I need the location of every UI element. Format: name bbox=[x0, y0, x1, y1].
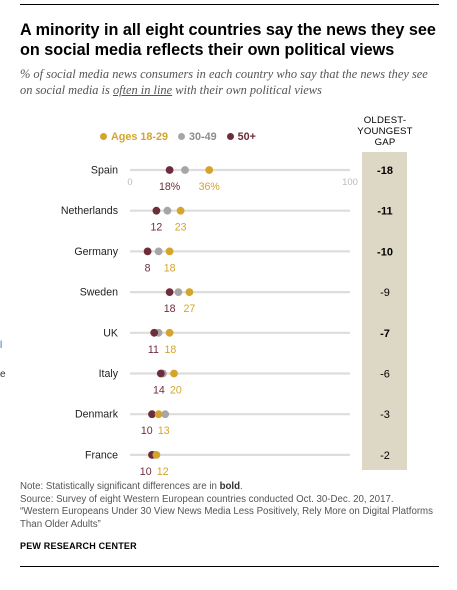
legend-item-50-plus: 50+ bbox=[226, 131, 256, 143]
dot-ages-30-49-netherlands bbox=[163, 206, 172, 215]
dot-ages-50-plus-germany bbox=[143, 247, 152, 256]
value-label-ages-50-plus-netherlands: 12 bbox=[151, 222, 163, 234]
subtitle-underlined-text: often in line bbox=[112, 83, 173, 97]
note-bold-word: bold bbox=[219, 481, 241, 492]
legend-item-30-49: 30-49 bbox=[178, 131, 217, 143]
row-label-spain: Spain bbox=[91, 165, 118, 177]
value-label-ages-18-29-uk: 18 bbox=[165, 344, 177, 356]
gap-value-spain: -18 bbox=[377, 165, 393, 177]
dot-ages-18-29-netherlands bbox=[176, 206, 185, 215]
top-rule bbox=[20, 4, 439, 5]
gap-column-background bbox=[362, 152, 407, 470]
gap-header-line-2: YOUNGEST bbox=[357, 126, 413, 137]
value-label-ages-50-plus-italy: 14 bbox=[153, 385, 165, 397]
dot-ages-30-49-spain bbox=[181, 166, 189, 174]
gap-column-header: OLDEST- YOUNGEST GAP bbox=[355, 115, 415, 148]
dot-ages-18-29-france bbox=[152, 451, 161, 459]
dot-ages-30-49-sweden bbox=[174, 288, 183, 296]
gap-value-italy: -6 bbox=[380, 369, 390, 381]
gap-header-line-1: OLDEST- bbox=[363, 115, 407, 126]
dot-ages-18-29-denmark bbox=[154, 410, 163, 419]
value-label-ages-18-29-netherlands: 23 bbox=[175, 222, 187, 234]
axis-tick-0: 0 bbox=[127, 177, 132, 188]
legend-label-18-29: Ages 18-29 bbox=[111, 131, 169, 143]
legend-dot-18-29 bbox=[100, 133, 107, 140]
value-label-ages-50-plus-germany: 8 bbox=[145, 262, 151, 274]
bottom-rule bbox=[20, 566, 439, 567]
dot-ages-50-plus-italy bbox=[156, 369, 165, 378]
value-label-ages-50-plus-france: 10 bbox=[140, 466, 152, 478]
gap-value-uk: -7 bbox=[380, 328, 390, 340]
legend-label-30-49: 30-49 bbox=[189, 131, 217, 143]
dot-ages-50-plus-netherlands bbox=[152, 206, 161, 215]
source-line: Source: Survey of eight Western European… bbox=[20, 493, 394, 505]
value-label-ages-18-29-sweden: 27 bbox=[184, 303, 196, 315]
dot-ages-18-29-spain bbox=[205, 166, 214, 174]
row-label-uk: UK bbox=[103, 327, 118, 339]
row-label-france: France bbox=[85, 449, 118, 461]
value-label-ages-50-plus-denmark: 10 bbox=[141, 425, 153, 437]
gap-header-line-3: GAP bbox=[374, 137, 396, 148]
row-label-sweden: Sweden bbox=[80, 287, 118, 299]
gap-value-denmark: -3 bbox=[380, 409, 390, 421]
value-label-ages-18-29-germany: 18 bbox=[164, 262, 176, 274]
legend-label-50-plus: 50+ bbox=[237, 131, 256, 143]
pew-credit: PEW RESEARCH CENTER bbox=[20, 541, 137, 551]
legend-dot-30-49 bbox=[178, 133, 186, 140]
chart-legend: Ages 18-29 30-49 50+ bbox=[100, 131, 263, 143]
gap-value-germany: -10 bbox=[377, 246, 393, 258]
subtitle-text-start: % of social media news consumers in each… bbox=[20, 67, 428, 97]
subtitle-text-end: with their own political views bbox=[172, 83, 322, 97]
note-line: Note: Statistically significant differen… bbox=[20, 481, 445, 494]
dot-ages-18-29-germany bbox=[165, 247, 174, 256]
gap-value-france: -2 bbox=[380, 450, 390, 462]
report-title: “Western Europeans Under 30 View News Me… bbox=[20, 506, 433, 530]
dot-ages-50-plus-sweden bbox=[165, 288, 174, 296]
value-label-ages-18-29-italy: 20 bbox=[170, 385, 182, 397]
value-label-ages-50-plus-uk: 11 bbox=[148, 344, 159, 356]
row-label-germany: Germany bbox=[74, 246, 118, 258]
dot-ages-18-29-uk bbox=[165, 328, 174, 337]
dot-ages-50-plus-spain bbox=[165, 166, 174, 174]
note-period: . bbox=[240, 481, 243, 492]
dot-ages-50-plus-uk bbox=[150, 328, 159, 337]
chart-subtitle: % of social media news consumers in each… bbox=[20, 66, 440, 98]
gap-value-netherlands: -11 bbox=[377, 206, 392, 218]
dot-ages-30-49-germany bbox=[154, 247, 163, 256]
value-label-ages-18-29-france: 12 bbox=[157, 466, 169, 478]
gap-value-sweden: -9 bbox=[380, 287, 390, 299]
note-text: Note: Statistically significant differen… bbox=[20, 481, 220, 492]
row-label-netherlands: Netherlands bbox=[61, 205, 118, 217]
row-label-denmark: Denmark bbox=[75, 409, 119, 421]
value-label-ages-18-29-denmark: 13 bbox=[158, 425, 170, 437]
edge-mark-2: e bbox=[0, 369, 6, 380]
chart-notes: Note: Statistically significant differen… bbox=[20, 481, 445, 531]
value-label-ages-18-29-spain: 36% bbox=[199, 181, 221, 193]
axis-tick-100: 100 bbox=[342, 177, 358, 188]
legend-item-18-29: Ages 18-29 bbox=[100, 131, 168, 143]
legend-dot-50-plus bbox=[226, 133, 234, 140]
dot-ages-50-plus-denmark bbox=[148, 410, 156, 419]
dot-ages-30-49-denmark bbox=[161, 410, 170, 419]
dot-ages-18-29-italy bbox=[170, 369, 178, 378]
row-label-italy: Italy bbox=[99, 368, 119, 380]
dot-ages-18-29-sweden bbox=[185, 288, 194, 296]
value-label-ages-50-plus-spain: 18% bbox=[159, 181, 181, 193]
chart-title: A minority in all eight countries say th… bbox=[20, 21, 436, 59]
edge-mark-1: l bbox=[0, 340, 3, 351]
value-label-ages-50-plus-sweden: 18 bbox=[164, 303, 176, 315]
